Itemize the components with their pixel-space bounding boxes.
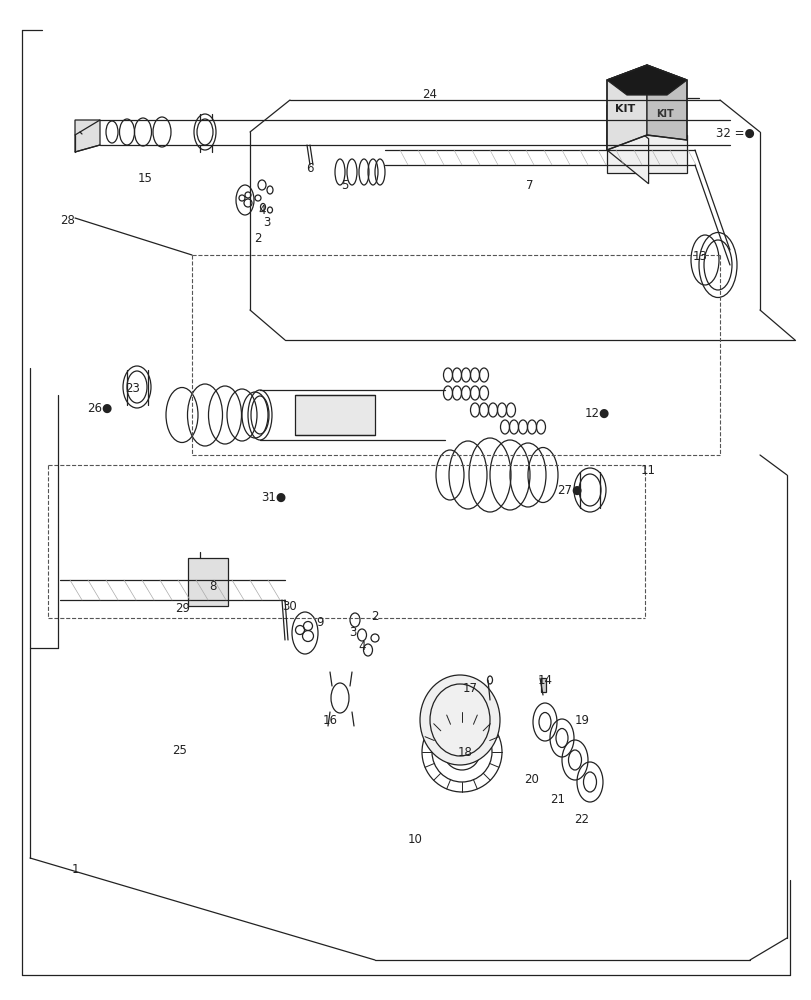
Text: 6: 6 — [306, 162, 313, 175]
Text: 5: 5 — [341, 179, 348, 192]
Bar — [540, 678, 545, 692]
Text: 12●: 12● — [584, 406, 609, 420]
Text: 13: 13 — [692, 250, 706, 263]
Text: 17: 17 — [462, 682, 477, 694]
Text: 2: 2 — [371, 610, 378, 624]
Text: 9: 9 — [315, 615, 324, 629]
Text: 10: 10 — [407, 833, 422, 846]
Text: 19: 19 — [574, 714, 589, 726]
Text: 23: 23 — [126, 381, 140, 394]
Text: 22: 22 — [574, 813, 589, 826]
Text: 4: 4 — [358, 641, 365, 654]
Text: 1: 1 — [71, 863, 79, 876]
Polygon shape — [646, 65, 686, 140]
Text: 3: 3 — [263, 216, 270, 229]
Text: 7: 7 — [526, 179, 533, 192]
Text: 25: 25 — [173, 744, 187, 756]
Text: 30: 30 — [282, 599, 297, 612]
Text: 15: 15 — [137, 172, 152, 185]
Text: 2: 2 — [254, 232, 261, 244]
Text: KIT: KIT — [614, 104, 634, 114]
Text: 24: 24 — [422, 88, 437, 101]
Text: 31●: 31● — [261, 490, 286, 504]
Text: 18: 18 — [457, 746, 472, 758]
Text: 21: 21 — [550, 793, 564, 806]
Text: 32 =●: 32 =● — [714, 127, 753, 140]
Ellipse shape — [419, 675, 500, 765]
Text: 8: 8 — [209, 580, 217, 592]
Text: 27●: 27● — [556, 484, 582, 496]
Text: 26●: 26● — [88, 401, 113, 414]
Polygon shape — [607, 105, 648, 184]
Bar — [294, 395, 375, 435]
Text: KIT: KIT — [655, 109, 673, 119]
Polygon shape — [607, 135, 686, 173]
Text: 4: 4 — [258, 204, 265, 217]
Text: 29: 29 — [175, 601, 191, 614]
Text: 11: 11 — [640, 464, 654, 477]
Text: 16: 16 — [322, 714, 337, 726]
Polygon shape — [75, 120, 100, 152]
Bar — [188, 558, 228, 606]
Text: 14: 14 — [537, 674, 551, 686]
Text: 20: 20 — [524, 773, 539, 786]
Text: 3: 3 — [349, 626, 356, 639]
Text: 28: 28 — [61, 214, 75, 227]
Polygon shape — [607, 65, 646, 150]
Polygon shape — [607, 65, 686, 95]
